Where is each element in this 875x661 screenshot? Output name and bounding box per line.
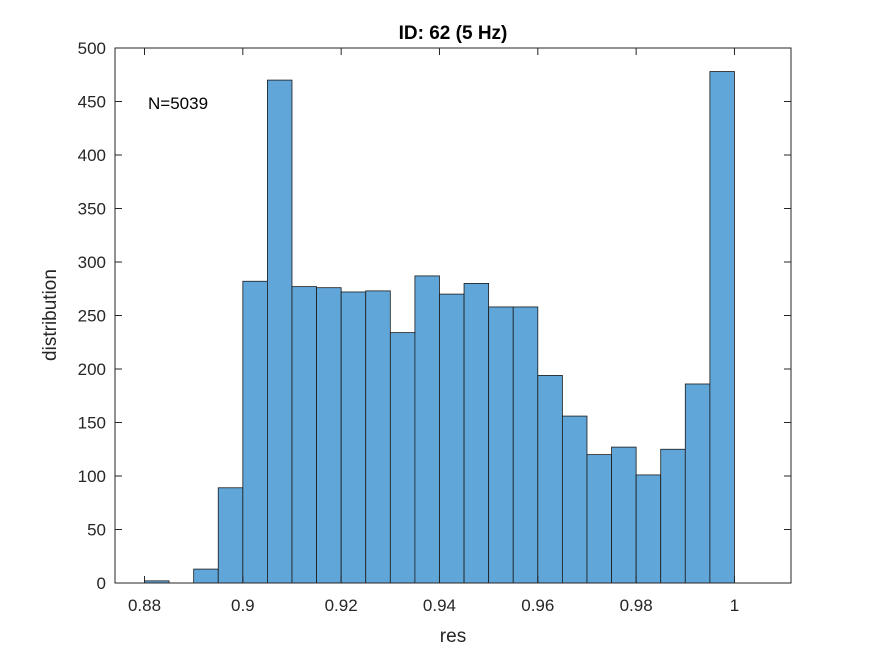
histogram-bar <box>291 286 317 584</box>
x-tick-label: 0.92 <box>325 596 358 615</box>
x-tick-label: 1 <box>730 596 739 615</box>
y-tick-label: 450 <box>78 93 106 112</box>
histogram-bar <box>439 293 465 584</box>
histogram-bar <box>561 415 588 584</box>
histogram-bar <box>709 71 735 584</box>
histogram-bar <box>217 487 244 584</box>
histogram-bar <box>537 375 563 584</box>
histogram-bar <box>586 454 612 584</box>
y-tick-label: 50 <box>87 521 106 540</box>
y-tick-label: 500 <box>78 39 106 58</box>
y-axis-label: distribution <box>40 269 61 361</box>
x-tick-label: 0.94 <box>423 596 456 615</box>
histogram-bar <box>684 383 711 584</box>
y-tick-label: 200 <box>78 360 106 379</box>
y-tick-label: 400 <box>78 146 106 165</box>
y-tick-label: 250 <box>78 307 106 326</box>
bars-layer <box>144 71 735 584</box>
x-tick-label: 0.9 <box>231 596 255 615</box>
sample-count-annotation: N=5039 <box>148 94 208 113</box>
histogram-bar <box>267 79 293 584</box>
y-tick-label: 350 <box>78 200 106 219</box>
histogram-bar <box>193 568 219 584</box>
y-tick-label: 100 <box>78 467 106 486</box>
y-tick-label: 150 <box>78 414 106 433</box>
ticks-layer: 0.88 0.9 0.92 0.94 0.96 0.98 1 0 50 100 150 200 250 3… <box>78 39 791 615</box>
x-tick-label: 0.96 <box>521 596 554 615</box>
histogram-bar <box>242 280 268 584</box>
chart-title: ID: 62 (5 Hz) <box>399 23 508 44</box>
y-tick-label: 300 <box>78 253 106 272</box>
histogram-bar <box>635 474 662 584</box>
x-axis-label: res <box>440 626 466 647</box>
histogram-bar <box>389 332 416 584</box>
x-tick-label: 0.88 <box>128 596 161 615</box>
histogram-bar <box>316 287 342 584</box>
histogram-bar <box>488 306 514 584</box>
histogram-bar <box>660 448 686 584</box>
histogram-bar <box>414 275 440 584</box>
histogram-bar <box>340 291 367 584</box>
x-tick-label: 0.98 <box>620 596 653 615</box>
y-tick-label: 0 <box>97 574 106 593</box>
histogram-bar <box>611 446 637 584</box>
histogram-bar <box>512 306 539 584</box>
histogram-bar <box>365 290 391 584</box>
histogram-bar <box>463 282 490 584</box>
